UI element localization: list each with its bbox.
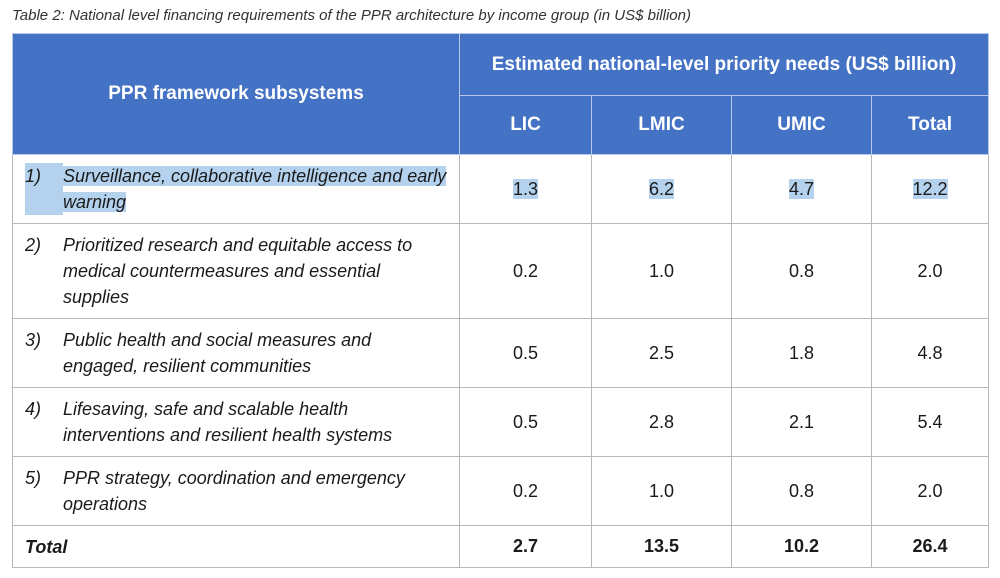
table-row: 5) PPR strategy, coordination and emerge… [12, 456, 990, 526]
cell-value: 12.2 [912, 178, 948, 199]
table-caption: Table 2: National level financing requir… [12, 7, 691, 24]
cell-total: 5.4 [870, 387, 990, 457]
cell-lmic: 2.5 [591, 318, 732, 388]
cell-lic: 0.2 [459, 456, 592, 526]
cell-lic: 0.5 [459, 387, 592, 457]
row-label: 5) PPR strategy, coordination and emerge… [12, 456, 460, 526]
table-row: 4) Lifesaving, safe and scalable health … [12, 387, 990, 457]
cell-lic: 0.2 [459, 223, 592, 319]
cell-lmic: 1.0 [591, 223, 732, 319]
cell-lmic: 2.8 [591, 387, 732, 457]
row-number: 3) [25, 330, 42, 350]
total-label: Total [12, 525, 460, 568]
cell-value: 1.3 [512, 178, 539, 199]
cell-lic: 0.5 [459, 318, 592, 388]
row-label-text: Prioritized research and equitable acces… [63, 235, 413, 307]
table-row: 3) Public health and social measures and… [12, 318, 990, 388]
column-header-total: Total [870, 95, 990, 155]
table-row: 2) Prioritized research and equitable ac… [12, 223, 990, 319]
row-label: 1) Surveillance, collaborative intellige… [12, 154, 460, 224]
row-number: 4) [25, 399, 42, 419]
total-row: Total 2.7 13.5 10.2 26.4 [12, 525, 990, 568]
cell-umic: 0.8 [731, 456, 872, 526]
row-label-text: Public health and social measures and en… [63, 330, 372, 376]
header-subsystems: PPR framework subsystems [12, 33, 460, 155]
cell-total: 2.0 [870, 223, 990, 319]
row-label: 3) Public health and social measures and… [12, 318, 460, 388]
total-umic: 10.2 [731, 525, 872, 568]
row-label-text: PPR strategy, coordination and emergency… [63, 468, 405, 514]
row-number: 1) [25, 163, 63, 215]
cell-lmic: 6.2 [591, 154, 732, 224]
column-header-lmic: LMIC [591, 95, 732, 155]
financing-table: PPR framework subsystems Estimated natio… [12, 33, 990, 568]
row-number: 2) [25, 235, 42, 255]
total-lic: 2.7 [459, 525, 592, 568]
row-label-text: Lifesaving, safe and scalable health int… [63, 399, 393, 445]
cell-lic: 1.3 [459, 154, 592, 224]
cell-value: 4.7 [788, 178, 815, 199]
row-label: 4) Lifesaving, safe and scalable health … [12, 387, 460, 457]
cell-lmic: 1.0 [591, 456, 732, 526]
cell-umic: 2.1 [731, 387, 872, 457]
header-priority-needs: Estimated national-level priority needs … [458, 33, 990, 96]
row-label-text: Surveillance, collaborative intelligence… [63, 166, 447, 212]
column-header-umic: UMIC [731, 95, 872, 155]
total-lmic: 13.5 [591, 525, 732, 568]
cell-umic: 1.8 [731, 318, 872, 388]
cell-value: 6.2 [648, 178, 675, 199]
column-header-lic: LIC [459, 95, 592, 155]
cell-total: 2.0 [870, 456, 990, 526]
cell-umic: 4.7 [731, 154, 872, 224]
table-row: 1) Surveillance, collaborative intellige… [12, 154, 990, 224]
row-label: 2) Prioritized research and equitable ac… [12, 223, 460, 319]
cell-total: 4.8 [870, 318, 990, 388]
cell-umic: 0.8 [731, 223, 872, 319]
row-number: 5) [25, 468, 42, 488]
total-total: 26.4 [870, 525, 990, 568]
cell-total: 12.2 [870, 154, 990, 224]
